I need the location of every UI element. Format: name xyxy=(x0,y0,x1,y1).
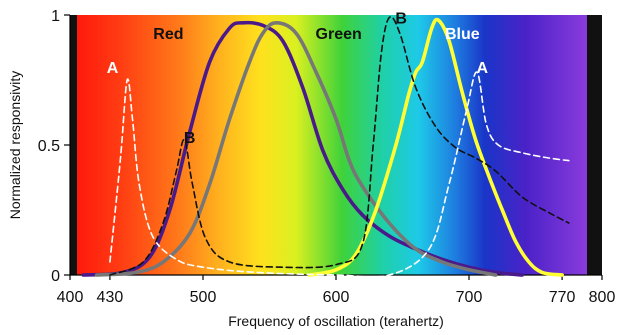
x-tick-label: 430 xyxy=(97,289,124,306)
x-axis-title: Frequency of oscillation (terahertz) xyxy=(228,313,444,329)
x-tick-label: 800 xyxy=(589,289,616,306)
y-tick-label: 0.5 xyxy=(38,138,60,155)
y-tick-label: 1 xyxy=(51,8,60,25)
curve-label-red: Red xyxy=(153,26,183,43)
y-axis-title: Normalized responsivity xyxy=(7,71,23,220)
y-tick-label: 0 xyxy=(51,268,60,285)
x-tick-label: 770 xyxy=(549,289,576,306)
spectrum-right-border xyxy=(587,15,602,275)
curve-label-b: B xyxy=(184,130,196,147)
annotation-layer: Red Green Blue A B B A xyxy=(107,11,489,148)
curve-label-green: Green xyxy=(316,26,362,43)
spectrum-left-border xyxy=(70,15,77,275)
curve-label-b: B xyxy=(395,11,407,28)
series-layer xyxy=(81,15,570,278)
x-tick-label: 600 xyxy=(323,289,350,306)
series-line-red xyxy=(81,20,524,277)
series-line-green xyxy=(94,21,498,277)
series-line-blue xyxy=(307,17,564,277)
series-line-b-dashed xyxy=(109,15,570,276)
x-tick-label: 500 xyxy=(190,289,217,306)
series-line-a-dashed xyxy=(109,71,570,278)
spectrum-background xyxy=(77,15,587,275)
ticks-layer: 400 430 500 600 700 770 800 0 0.5 1 xyxy=(38,8,616,306)
x-tick-label: 400 xyxy=(57,289,84,306)
curve-label-a: A xyxy=(477,60,489,77)
curve-label-a: A xyxy=(107,60,119,77)
curve-label-blue: Blue xyxy=(445,26,480,43)
x-tick-label: 700 xyxy=(456,289,483,306)
